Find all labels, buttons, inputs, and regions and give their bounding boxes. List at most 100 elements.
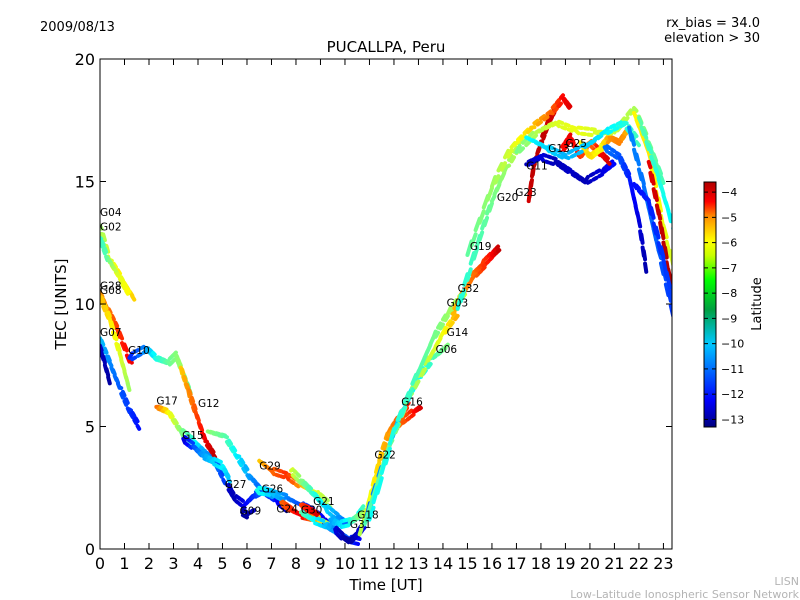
data-segment — [349, 539, 355, 545]
data-segment — [604, 162, 611, 169]
colorbar-tick-label: −10 — [721, 338, 744, 351]
series-g12 — [178, 365, 218, 460]
data-segment — [252, 493, 258, 499]
satellite-label: G27 — [225, 479, 247, 491]
data-segment — [186, 437, 192, 443]
data-segment — [357, 507, 363, 514]
x-tick-label: 22 — [629, 554, 649, 573]
x-tick-label: 4 — [193, 554, 203, 573]
satellite-label: G23 — [515, 187, 537, 199]
data-segment — [602, 145, 610, 154]
data-segment — [100, 338, 106, 347]
data-segment — [480, 258, 486, 267]
data-segment — [130, 410, 137, 418]
x-tick-label: 11 — [359, 554, 379, 573]
data-segment — [670, 284, 672, 294]
data-segment — [436, 321, 443, 330]
data-segment — [671, 300, 672, 306]
data-segment — [512, 139, 521, 147]
data-segment — [302, 511, 309, 517]
data-segment — [542, 114, 550, 122]
data-segment — [443, 327, 450, 335]
data-segment — [372, 473, 378, 485]
data-segment — [172, 418, 179, 426]
data-segment — [302, 480, 309, 487]
data-segment — [614, 151, 622, 157]
data-segment — [680, 298, 683, 312]
data-segment — [668, 275, 672, 288]
data-segment — [122, 399, 129, 407]
data-segment — [178, 429, 185, 438]
colorbar-tick-label: −5 — [721, 211, 737, 224]
data-segment — [217, 459, 223, 464]
data-segment — [135, 352, 143, 358]
x-tick-label: 9 — [315, 554, 325, 573]
data-segment — [610, 162, 617, 168]
data-segment — [614, 137, 620, 142]
data-segment — [612, 154, 619, 160]
data-segment — [531, 162, 537, 169]
data-segment — [477, 230, 485, 242]
series-layer — [100, 93, 683, 546]
y-tick-label: 0 — [85, 540, 95, 559]
data-segment — [532, 118, 540, 126]
data-segment — [566, 127, 574, 133]
data-segment — [295, 472, 302, 478]
satellite-label: G14 — [447, 327, 469, 339]
data-segment — [204, 450, 212, 457]
data-segment — [225, 472, 231, 479]
data-segment — [458, 288, 467, 304]
data-segment — [602, 156, 609, 163]
y-axis-ticks: 0 5 10 15 20 — [75, 50, 672, 559]
data-segment — [636, 115, 644, 126]
data-segment — [646, 159, 653, 170]
lisn-short-label: LISN — [774, 575, 799, 588]
satellite-label: G03 — [447, 297, 469, 309]
data-segment — [550, 103, 557, 110]
data-segment — [222, 434, 229, 440]
data-segment — [419, 367, 427, 378]
data-segment — [192, 439, 199, 446]
data-segment — [231, 445, 238, 453]
data-segment — [104, 367, 111, 378]
colorbar-tick-label: −7 — [721, 262, 737, 275]
data-segment — [494, 244, 501, 250]
data-segment — [578, 175, 585, 181]
data-segment — [286, 472, 294, 479]
data-segment — [302, 503, 308, 508]
data-segment — [632, 110, 639, 121]
data-segment — [465, 267, 473, 282]
data-segment — [506, 148, 514, 159]
data-segment — [481, 262, 488, 269]
data-segment — [125, 381, 132, 392]
data-segment — [100, 239, 106, 248]
series-g-late5 — [646, 159, 678, 311]
data-segment — [234, 499, 240, 505]
colorbar-tick-label: −4 — [721, 186, 737, 199]
satellite-label: G06 — [436, 344, 458, 356]
data-segment — [641, 184, 649, 199]
data-segment — [602, 168, 609, 174]
data-segment — [213, 457, 220, 463]
data-segment — [563, 168, 570, 174]
data-segment — [117, 330, 125, 341]
data-segment — [141, 349, 149, 355]
x-tick-label: 18 — [531, 554, 551, 573]
data-segment — [639, 189, 646, 197]
data-segment — [367, 505, 376, 522]
data-segment — [676, 303, 678, 311]
data-segment — [668, 213, 672, 225]
data-segment — [111, 368, 117, 377]
data-segment — [181, 436, 187, 445]
data-segment — [335, 532, 341, 538]
data-segment — [192, 403, 198, 411]
data-segment — [526, 158, 534, 164]
data-segment — [646, 143, 654, 155]
data-segment — [477, 268, 484, 275]
data-segment — [289, 467, 295, 473]
data-segment — [337, 514, 343, 520]
data-segment — [119, 275, 125, 283]
data-segment — [674, 294, 676, 302]
data-segment — [268, 494, 275, 500]
data-segment — [187, 444, 194, 450]
